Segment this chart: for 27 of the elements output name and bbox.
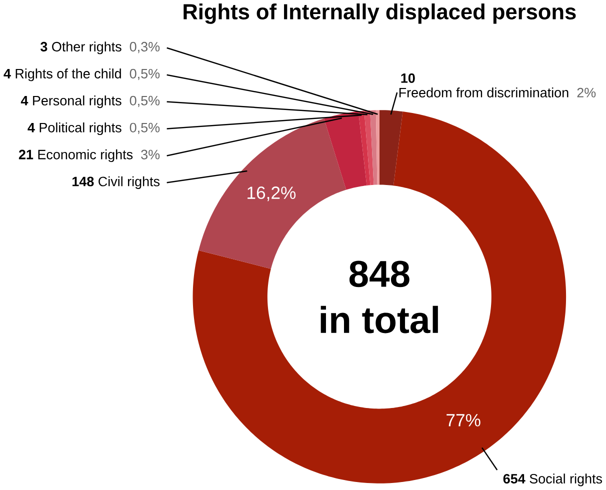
data-label: 0,3% — [130, 42, 160, 54]
text: in total — [320, 306, 438, 334]
text: 654 — [503, 474, 526, 484]
slice-label: Social rights — [530, 474, 602, 486]
chart-title: Rights of Internally displaced persons — [184, 4, 576, 24]
data-label: 0,5% — [130, 122, 160, 134]
data-label: 77% — [446, 414, 480, 427]
data-label: 0,5% — [130, 96, 160, 108]
text: 4 — [4, 69, 11, 78]
text: 3 — [40, 42, 48, 52]
data-label: 16,2% — [248, 186, 296, 202]
slice-label: Freedom from discrimination — [399, 88, 568, 98]
data-label: 2% — [577, 88, 596, 98]
text: 148 — [72, 176, 94, 186]
data-label: 0,5% — [130, 69, 160, 80]
text: 4 — [28, 123, 35, 132]
text: 10 — [401, 74, 415, 84]
slice-label: Civil rights — [98, 176, 160, 190]
text: 848 — [349, 260, 410, 288]
text: 4 — [20, 96, 28, 106]
slice-label: Other rights — [52, 42, 122, 54]
text: 21 — [18, 150, 34, 160]
data-label: 3% — [141, 150, 160, 160]
slice-label: Economic rights — [38, 150, 133, 162]
slice-label: Personal rights — [33, 96, 122, 108]
slice-label: Political rights — [40, 122, 122, 136]
slice-label: Rights of the child — [16, 68, 121, 82]
